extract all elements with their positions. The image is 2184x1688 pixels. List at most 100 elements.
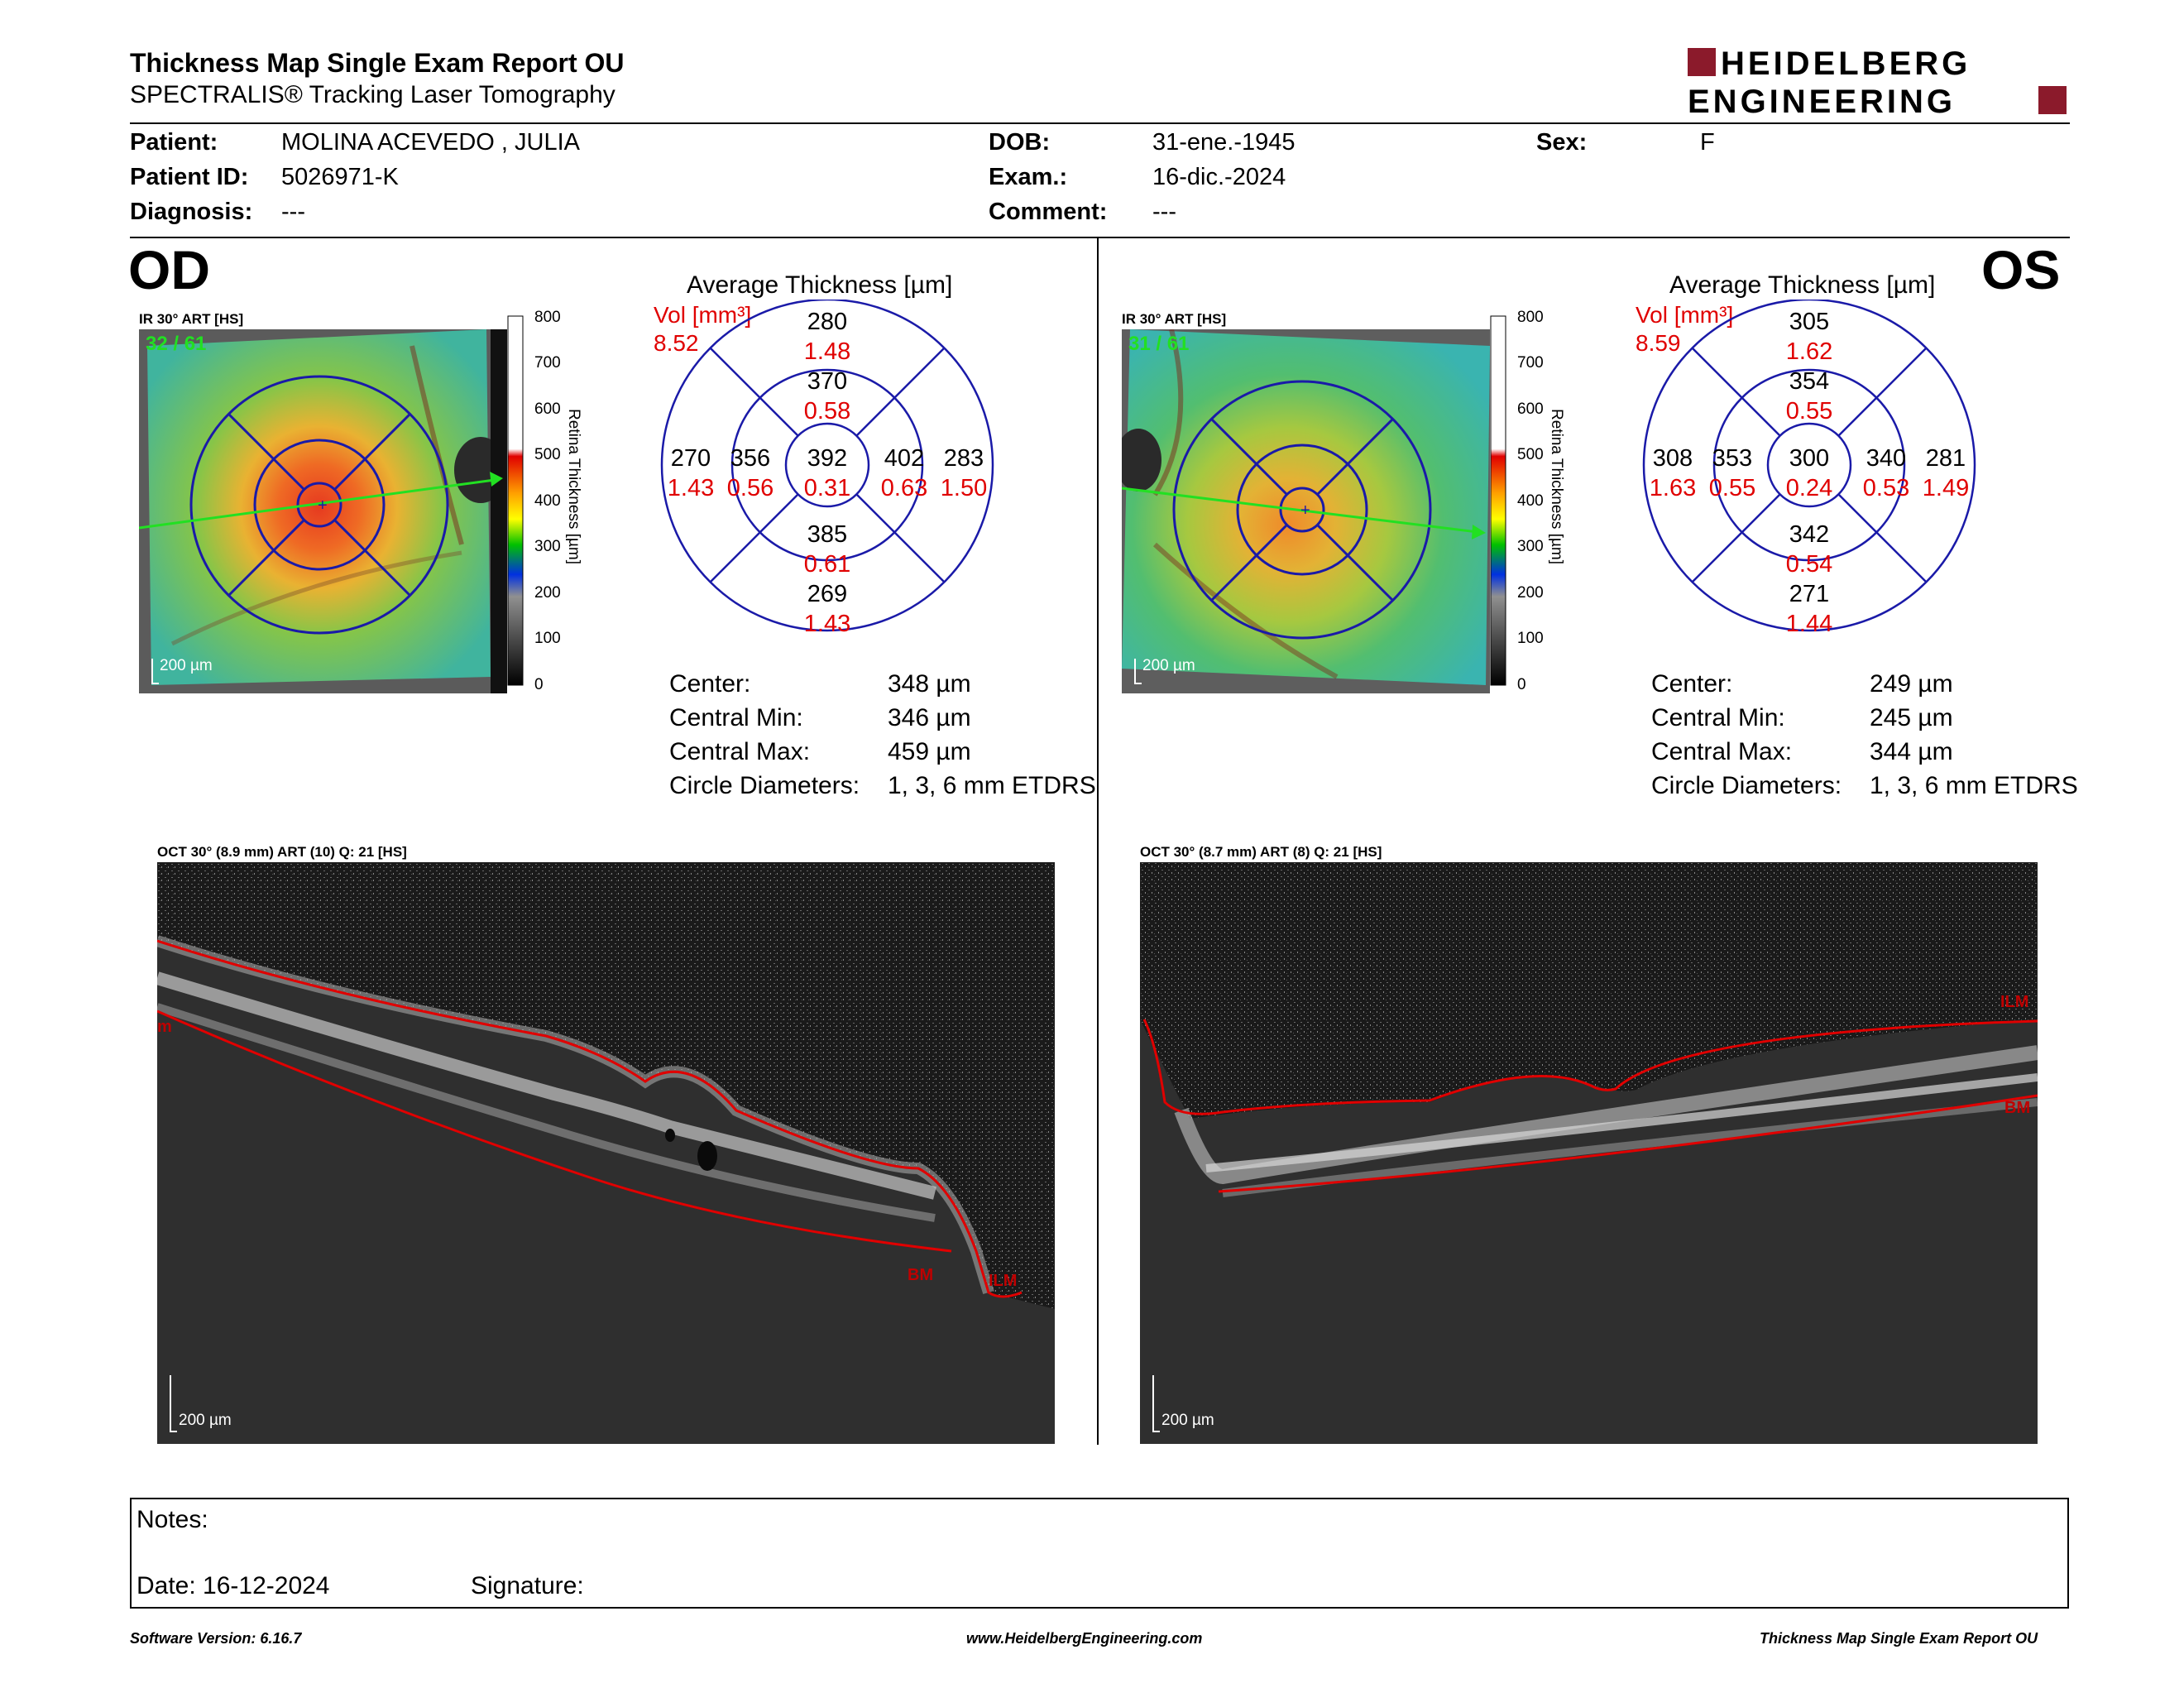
svg-text:m: m	[157, 1018, 172, 1036]
exam-label: Exam.:	[989, 164, 1068, 190]
od-avg-title: Average Thickness [µm]	[687, 271, 953, 299]
svg-text:Vol [mm³]: Vol [mm³]	[1636, 302, 1733, 328]
svg-text:ILM: ILM	[2000, 993, 2028, 1011]
svg-text:200: 200	[534, 584, 561, 602]
svg-text:200: 200	[1517, 584, 1544, 602]
svg-text:200 µm: 200 µm	[160, 657, 213, 674]
os-ir-label: IR 30° ART [HS]	[1122, 311, 1227, 327]
svg-text:1.44: 1.44	[1786, 611, 1832, 637]
os-max-label: Central Max:	[1651, 738, 1793, 765]
od-eye-label: OD	[128, 239, 210, 300]
os-oct-scan: ILM BM 200 µm	[1140, 862, 2038, 1444]
svg-text:0.56: 0.56	[727, 475, 774, 501]
svg-text:1.43: 1.43	[804, 611, 850, 637]
svg-text:31 / 61: 31 / 61	[1128, 333, 1189, 355]
dob-value: 31-ene.-1945	[1152, 129, 1296, 156]
svg-text:1.62: 1.62	[1786, 338, 1832, 365]
svg-text:1.49: 1.49	[1923, 475, 1969, 501]
svg-text:8.59: 8.59	[1636, 330, 1681, 356]
svg-text:0.61: 0.61	[804, 551, 850, 578]
patient-id-label: Patient ID:	[130, 164, 249, 190]
svg-text:1.43: 1.43	[668, 475, 714, 501]
website-link[interactable]: www.HeidelbergEngineering.com	[966, 1630, 1203, 1647]
od-max-value: 459 µm	[888, 738, 971, 765]
diagnosis-value: ---	[281, 199, 305, 225]
os-thickness-map: + 31 / 61 200 µm	[1122, 329, 1490, 693]
svg-text:Vol [mm³]: Vol [mm³]	[654, 302, 751, 328]
svg-text:308: 308	[1653, 445, 1693, 472]
svg-text:0.63: 0.63	[881, 475, 927, 501]
svg-text:402: 402	[884, 445, 924, 472]
dob-label: DOB:	[989, 129, 1051, 156]
comment-value: ---	[1152, 199, 1176, 225]
svg-text:+: +	[318, 496, 328, 515]
notes-box[interactable]: Notes: Date: 16-12-2024 Signature:	[130, 1498, 2069, 1609]
os-colorbar: 800 700 600 500 400 300 200 100 0 Retina Thick…	[1490, 309, 1565, 693]
od-center-value: 348 µm	[888, 670, 971, 698]
svg-text:0: 0	[1517, 676, 1526, 693]
svg-text:353: 353	[1712, 445, 1752, 472]
svg-text:280: 280	[807, 309, 847, 335]
svg-text:300: 300	[1789, 445, 1829, 472]
os-diam-value: 1, 3, 6 mm ETDRS	[1870, 772, 2078, 799]
patient-rule	[130, 237, 2070, 238]
svg-text:200 µm: 200 µm	[179, 1412, 232, 1429]
patient-name: MOLINA ACEVEDO , JULIA	[281, 129, 580, 156]
os-min-value: 245 µm	[1870, 704, 1953, 731]
report-title: Thickness Map Single Exam Report OU	[130, 48, 625, 78]
svg-text:800: 800	[534, 309, 561, 326]
od-oct-scan: m BM ILM 200 µm	[157, 862, 1055, 1444]
svg-text:BM: BM	[908, 1266, 933, 1284]
svg-text:600: 600	[1517, 400, 1544, 418]
os-oct-label: OCT 30° (8.7 mm) ART (8) Q: 21 [HS]	[1140, 844, 1382, 860]
svg-text:385: 385	[807, 521, 847, 548]
od-diam-label: Circle Diameters:	[669, 772, 860, 799]
svg-text:300: 300	[534, 538, 561, 555]
heidelberg-logo: HEIDELBERG ENGINEERING	[1688, 46, 2067, 117]
svg-text:32 / 61: 32 / 61	[146, 333, 206, 355]
eye-divider	[1097, 238, 1099, 1445]
diagnosis-label: Diagnosis:	[130, 199, 253, 225]
od-min-value: 346 µm	[888, 704, 971, 731]
od-thickness-map: + 32 / 61 200 µm	[139, 329, 507, 693]
svg-text:500: 500	[1517, 446, 1544, 463]
patient-label: Patient:	[130, 129, 218, 156]
svg-text:700: 700	[1517, 354, 1544, 372]
svg-text:200 µm: 200 µm	[1142, 657, 1195, 674]
svg-text:+: +	[1300, 501, 1310, 520]
svg-text:392: 392	[807, 445, 847, 472]
os-min-label: Central Min:	[1651, 704, 1785, 731]
svg-text:270: 270	[671, 445, 711, 472]
svg-text:400: 400	[1517, 492, 1544, 510]
svg-text:340: 340	[1866, 445, 1906, 472]
od-center-label: Center:	[669, 670, 751, 698]
od-colorbar: 800 700 600 500 400 300 200 100 0 Retina Thick…	[507, 309, 582, 693]
software-version: Software Version: 6.16.7	[130, 1630, 302, 1647]
svg-text:Retina Thickness [µm]: Retina Thickness [µm]	[565, 409, 582, 564]
svg-text:1.48: 1.48	[804, 338, 850, 365]
svg-text:0.55: 0.55	[1786, 398, 1832, 424]
svg-text:0.54: 0.54	[1786, 551, 1832, 578]
od-diam-value: 1, 3, 6 mm ETDRS	[888, 772, 1096, 799]
svg-text:269: 269	[807, 581, 847, 607]
svg-text:1.63: 1.63	[1650, 475, 1696, 501]
os-eye-label: OS	[1981, 239, 2061, 300]
comment-label: Comment:	[989, 199, 1108, 225]
os-diam-label: Circle Diameters:	[1651, 772, 1842, 799]
report-subtitle: SPECTRALIS® Tracking Laser Tomography	[130, 81, 615, 108]
od-min-label: Central Min:	[669, 704, 803, 731]
svg-text:100: 100	[534, 630, 561, 647]
sex-label: Sex:	[1536, 129, 1588, 156]
header-rule	[130, 122, 2070, 124]
svg-text:0.24: 0.24	[1786, 475, 1832, 501]
sex-value: F	[1700, 129, 1715, 156]
svg-text:600: 600	[534, 400, 561, 418]
svg-text:700: 700	[534, 354, 561, 372]
os-center-label: Center:	[1651, 670, 1733, 698]
svg-text:100: 100	[1517, 630, 1544, 647]
svg-text:8.52: 8.52	[654, 330, 699, 356]
svg-text:370: 370	[807, 368, 847, 395]
svg-text:281: 281	[1926, 445, 1966, 472]
os-center-value: 249 µm	[1870, 670, 1953, 698]
svg-text:HEIDELBERG: HEIDELBERG	[1721, 46, 1971, 82]
